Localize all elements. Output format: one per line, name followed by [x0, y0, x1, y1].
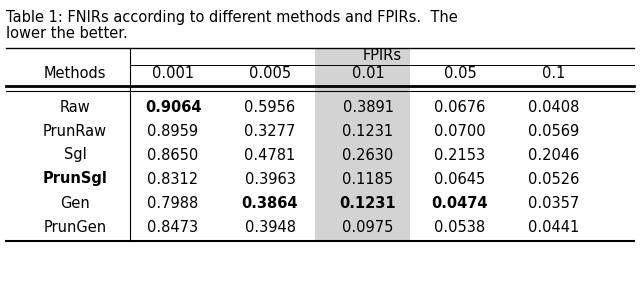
Text: 0.1185: 0.1185: [342, 172, 394, 187]
Text: 0.7988: 0.7988: [147, 196, 198, 210]
Text: 0.1: 0.1: [542, 66, 566, 82]
Text: 0.0526: 0.0526: [528, 172, 580, 187]
Text: Sgl: Sgl: [63, 147, 86, 162]
Text: 0.05: 0.05: [444, 66, 476, 82]
Text: 0.8312: 0.8312: [147, 172, 198, 187]
Text: Table 1: FNIRs according to different methods and FPIRs.  The: Table 1: FNIRs according to different me…: [6, 10, 458, 25]
Text: 0.2046: 0.2046: [528, 147, 580, 162]
Text: 0.0569: 0.0569: [529, 123, 580, 138]
Text: 0.8650: 0.8650: [147, 147, 198, 162]
Bar: [315, 48, 410, 241]
Text: Methods: Methods: [44, 66, 106, 82]
Text: 0.3891: 0.3891: [342, 100, 394, 115]
Text: 0.3277: 0.3277: [244, 123, 296, 138]
Text: 0.5956: 0.5956: [244, 100, 296, 115]
Text: 0.0357: 0.0357: [529, 196, 580, 210]
Text: 0.0474: 0.0474: [432, 196, 488, 210]
Text: 0.001: 0.001: [152, 66, 194, 82]
Text: 0.0441: 0.0441: [529, 219, 580, 234]
Text: 0.1231: 0.1231: [340, 196, 396, 210]
Text: 0.0408: 0.0408: [528, 100, 580, 115]
Text: 0.0676: 0.0676: [435, 100, 486, 115]
Text: 0.0700: 0.0700: [434, 123, 486, 138]
Text: Gen: Gen: [60, 196, 90, 210]
Text: PrunRaw: PrunRaw: [43, 123, 107, 138]
Text: 0.01: 0.01: [351, 66, 385, 82]
Text: 0.3948: 0.3948: [244, 219, 296, 234]
Text: 0.0975: 0.0975: [342, 219, 394, 234]
Text: 0.3963: 0.3963: [244, 172, 296, 187]
Text: 0.1231: 0.1231: [342, 123, 394, 138]
Text: 0.2153: 0.2153: [435, 147, 486, 162]
Text: 0.0538: 0.0538: [435, 219, 486, 234]
Text: PrunGen: PrunGen: [44, 219, 107, 234]
Text: 0.2630: 0.2630: [342, 147, 394, 162]
Text: 0.8959: 0.8959: [147, 123, 198, 138]
Text: FPIRs: FPIRs: [362, 48, 401, 62]
Text: 0.0645: 0.0645: [435, 172, 486, 187]
Text: PrunSgl: PrunSgl: [43, 172, 108, 187]
Text: 0.3864: 0.3864: [242, 196, 298, 210]
Text: 0.9064: 0.9064: [145, 100, 201, 115]
Text: 0.4781: 0.4781: [244, 147, 296, 162]
Text: Raw: Raw: [60, 100, 90, 115]
Text: 0.8473: 0.8473: [147, 219, 198, 234]
Text: lower the better.: lower the better.: [6, 26, 128, 41]
Text: 0.005: 0.005: [249, 66, 291, 82]
